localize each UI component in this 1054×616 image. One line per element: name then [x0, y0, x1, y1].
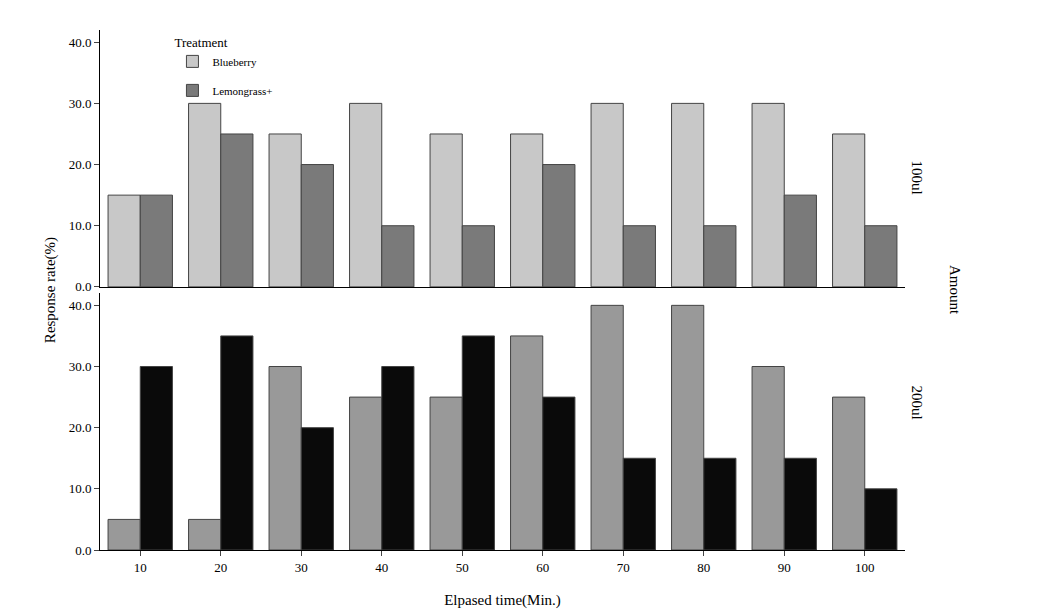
svg-text:Amount: Amount: [947, 265, 963, 315]
svg-text:50: 50: [456, 560, 469, 575]
svg-text:20: 20: [214, 560, 227, 575]
svg-text:60: 60: [536, 560, 549, 575]
svg-text:30.0: 30.0: [69, 359, 92, 374]
svg-text:80: 80: [697, 560, 710, 575]
svg-text:20.0: 20.0: [69, 420, 92, 435]
svg-text:Elpased time(Min.): Elpased time(Min.): [444, 592, 561, 609]
svg-text:100: 100: [855, 560, 875, 575]
svg-text:90: 90: [778, 560, 791, 575]
svg-text:Treatment: Treatment: [174, 35, 227, 50]
svg-text:30: 30: [295, 560, 308, 575]
svg-text:100ul: 100ul: [909, 160, 925, 194]
svg-text:200ul: 200ul: [909, 386, 925, 420]
svg-text:10.0: 10.0: [69, 218, 92, 233]
svg-text:20.0: 20.0: [69, 157, 92, 172]
svg-text:Blueberry: Blueberry: [212, 56, 256, 68]
svg-text:10.0: 10.0: [69, 481, 92, 496]
svg-text:40.0: 40.0: [69, 35, 92, 50]
svg-text:70: 70: [617, 560, 630, 575]
svg-text:30.0: 30.0: [69, 96, 92, 111]
svg-text:0.0: 0.0: [75, 543, 91, 558]
svg-text:Lemongrass+: Lemongrass+: [212, 85, 272, 97]
svg-text:40: 40: [375, 560, 388, 575]
svg-text:Response rate(%): Response rate(%): [42, 237, 59, 343]
svg-text:10: 10: [134, 560, 147, 575]
svg-text:40.0: 40.0: [69, 298, 92, 313]
svg-text:0.0: 0.0: [75, 279, 91, 294]
